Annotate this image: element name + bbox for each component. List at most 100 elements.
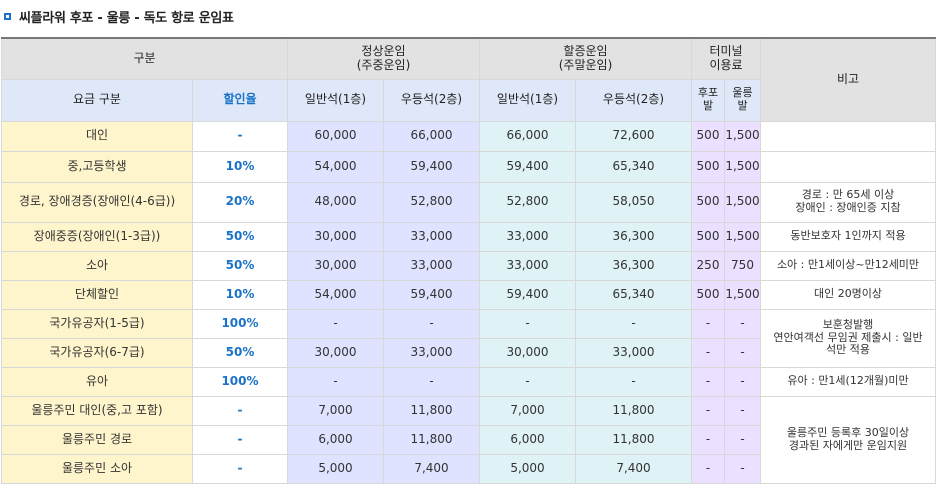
discount-rate: 50% <box>192 337 288 368</box>
discount-rate: - <box>192 424 288 455</box>
fare-category: 장애중증(장애인(1-3급)) <box>1 221 193 252</box>
remark-resident: 울릉주민 등록후 30일이상 경과된 자에게만 운임지원 <box>760 395 936 484</box>
weekday-normal-fare: 30,000 <box>287 221 384 252</box>
table-row: 유아 100% - - - - - - 유아 : 만1세(12개월)미만 <box>1 366 936 397</box>
weekend-premium-fare: 11,800 <box>575 424 692 455</box>
hupo-terminal-fee: 500 <box>691 221 725 252</box>
weekday-normal-fare: 30,000 <box>287 337 384 368</box>
weekday-premium-fare: 59,400 <box>383 279 480 310</box>
discount-rate: 10% <box>192 150 288 183</box>
header-normal-fare: 정상운임 (주중운임) <box>287 37 480 80</box>
weekday-normal-fare: 54,000 <box>287 150 384 183</box>
discount-rate: 100% <box>192 366 288 397</box>
square-bullet-icon <box>4 12 11 20</box>
weekend-premium-fare: 65,340 <box>575 150 692 183</box>
hupo-terminal-fee: - <box>691 366 725 397</box>
weekday-premium-fare: 33,000 <box>383 250 480 281</box>
fare-category: 유아 <box>1 366 193 397</box>
weekend-normal-fare: 52,800 <box>479 181 576 223</box>
weekend-normal-fare: 59,400 <box>479 279 576 310</box>
table-row: 소아 50% 30,000 33,000 33,000 36,300 250 7… <box>1 250 936 281</box>
weekend-normal-fare: 33,000 <box>479 221 576 252</box>
header-group: 구분 <box>1 37 288 80</box>
weekday-normal-fare: 5,000 <box>287 453 384 484</box>
ulleung-terminal-fee: - <box>724 453 761 484</box>
ulleung-terminal-fee: 1,500 <box>724 221 761 252</box>
hupo-terminal-fee: 500 <box>691 120 725 152</box>
remark-veteran-line3: 석만 적용 <box>826 343 870 357</box>
weekend-normal-fare: 33,000 <box>479 250 576 281</box>
weekend-normal-fare: 59,400 <box>479 150 576 183</box>
ulleung-terminal-fee: 1,500 <box>724 279 761 310</box>
discount-rate: 100% <box>192 308 288 339</box>
hupo-terminal-fee: - <box>691 337 725 368</box>
remark-companion: 동반보호자 1인까지 적용 <box>760 221 936 252</box>
header-remarks: 비고 <box>760 37 936 122</box>
table-row: 중,고등학생 10% 54,000 59,400 59,400 65,340 5… <box>1 150 936 183</box>
fare-category: 경로, 장애경증(장애인(4-6급)) <box>1 181 193 223</box>
header-normal-fare-sub: (주중운임) <box>356 57 411 72</box>
discount-rate: 50% <box>192 250 288 281</box>
header-terminal-fee: 터미널 이용료 <box>691 37 761 80</box>
header-normal-fare-label: 정상운임 <box>361 43 406 58</box>
weekday-normal-fare: 48,000 <box>287 181 384 223</box>
hupo-terminal-fee: - <box>691 308 725 339</box>
weekend-normal-fare: 6,000 <box>479 424 576 455</box>
remark-empty <box>760 120 936 152</box>
fare-category: 중,고등학생 <box>1 150 193 183</box>
discount-rate: 10% <box>192 279 288 310</box>
weekday-normal-fare: 6,000 <box>287 424 384 455</box>
weekday-normal-fare: 60,000 <box>287 120 384 152</box>
weekday-normal-fare: - <box>287 366 384 397</box>
header-terminal-fee-line1: 터미널 <box>709 43 743 58</box>
header-discount-rate: 할인율 <box>192 78 288 122</box>
weekday-premium-fare: 11,800 <box>383 424 480 455</box>
table-row: 단체할인 10% 54,000 59,400 59,400 65,340 500… <box>1 279 936 310</box>
header-surcharge-fare: 할증운임 (주말운임) <box>479 37 692 80</box>
remark-veteran: 보훈청발행 연안여객선 무임권 제출시 : 일반 석만 적용 <box>760 308 936 368</box>
ulleung-terminal-fee: 750 <box>724 250 761 281</box>
weekday-premium-fare: 33,000 <box>383 221 480 252</box>
weekend-premium-fare: - <box>575 366 692 397</box>
header-premium-seat-weekend: 우등석(2층) <box>575 78 692 122</box>
weekday-premium-fare: - <box>383 308 480 339</box>
table-row: 국가유공자(6-7급) 50% 30,000 33,000 30,000 33,… <box>1 337 936 368</box>
header-hupo-departure: 후포 발 <box>691 78 725 122</box>
weekday-premium-fare: 33,000 <box>383 337 480 368</box>
remark-infant: 유아 : 만1세(12개월)미만 <box>760 366 936 397</box>
weekday-normal-fare: 30,000 <box>287 250 384 281</box>
weekend-premium-fare: 58,050 <box>575 181 692 223</box>
ulleung-terminal-fee: - <box>724 395 761 426</box>
weekend-normal-fare: - <box>479 308 576 339</box>
ulleung-terminal-fee: - <box>724 424 761 455</box>
weekend-premium-fare: 7,400 <box>575 453 692 484</box>
header-surcharge-fare-sub: (주말운임) <box>558 57 613 72</box>
table-row: 경로, 장애경증(장애인(4-6급)) 20% 48,000 52,800 52… <box>1 181 936 223</box>
weekday-premium-fare: 52,800 <box>383 181 480 223</box>
hupo-terminal-fee: - <box>691 453 725 484</box>
hupo-terminal-fee: 500 <box>691 150 725 183</box>
weekday-premium-fare: 11,800 <box>383 395 480 426</box>
weekend-premium-fare: - <box>575 308 692 339</box>
header-terminal-fee-line2: 이용료 <box>709 57 743 72</box>
weekend-premium-fare: 36,300 <box>575 221 692 252</box>
ulleung-terminal-fee: - <box>724 337 761 368</box>
header-premium-seat-weekday: 우등석(2층) <box>383 78 480 122</box>
fare-category: 울릉주민 소아 <box>1 453 193 484</box>
weekend-normal-fare: - <box>479 366 576 397</box>
table-row: 장애중증(장애인(1-3급)) 50% 30,000 33,000 33,000… <box>1 221 936 252</box>
weekday-normal-fare: 7,000 <box>287 395 384 426</box>
header-ulleung-departure: 울릉 발 <box>724 78 761 122</box>
remark-empty <box>760 150 936 183</box>
ulleung-terminal-fee: 1,500 <box>724 150 761 183</box>
table-row: 국가유공자(1-5급) 100% - - - - - - 보훈청발행 연안여객선… <box>1 308 936 368</box>
header-ulleung-line1: 울릉 <box>732 86 753 100</box>
header-surcharge-fare-label: 할증운임 <box>563 43 608 58</box>
table-row: 울릉주민 소아 - 5,000 7,400 5,000 7,400 - - <box>1 453 936 484</box>
hupo-terminal-fee: 500 <box>691 279 725 310</box>
remark-veteran-line1: 보훈청발행 <box>822 318 874 332</box>
remark-senior: 경로 : 만 65세 이상 <box>801 188 895 202</box>
fare-table: 구분 정상운임 (주중운임) 할증운임 (주말운임) 터미널 이용료 비고 요금… <box>1 37 936 484</box>
table-row: 울릉주민 대인(중,고 포함) - 7,000 11,800 7,000 11,… <box>1 395 936 484</box>
weekday-premium-fare: 59,400 <box>383 150 480 183</box>
